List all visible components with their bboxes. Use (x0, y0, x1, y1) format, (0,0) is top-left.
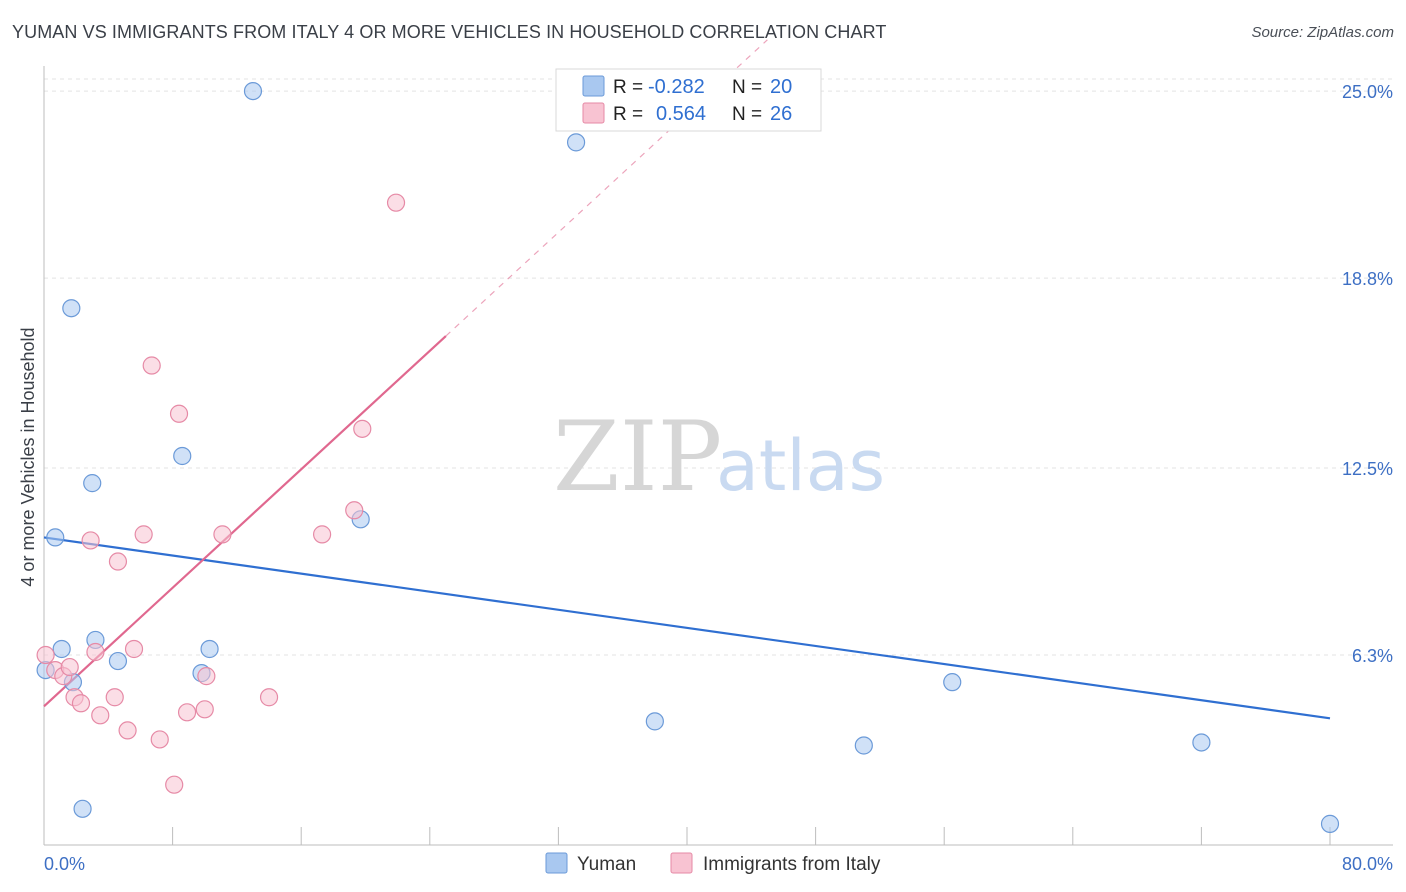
legend-bottom-swatch-italy (670, 852, 693, 874)
source-credit: Source: ZipAtlas.com (1251, 24, 1394, 41)
data-point (213, 525, 232, 544)
data-point (243, 81, 263, 101)
legend-series: Yuman Immigrants from Italy (545, 852, 881, 875)
y-tick-labels: 6.3% 12.5% 18.8% 25.0% (1342, 82, 1393, 666)
data-point (118, 721, 137, 740)
data-point (62, 299, 81, 318)
legend-n-label-italy: N = (732, 104, 762, 125)
data-point (259, 688, 279, 707)
watermark-atlas: atlas (716, 425, 885, 507)
data-point (353, 419, 372, 438)
data-point (142, 356, 161, 375)
y-tick-label: 25.0% (1342, 82, 1393, 102)
data-point (195, 700, 214, 719)
trend-lines (43, 39, 1331, 720)
x-tick-labels: 0.0% 80.0% (44, 854, 1393, 874)
watermark: ZIP atlas (553, 401, 885, 513)
legend-stats: R = -0.282 N = 20 R = 0.564 N = 26 (555, 68, 822, 132)
trend-line-solid (43, 335, 447, 708)
data-point (312, 525, 332, 544)
data-point (108, 552, 128, 571)
legend-bottom-swatch-yuman (545, 852, 568, 874)
data-point (566, 133, 586, 152)
legend-bottom-label-italy: Immigrants from Italy (703, 854, 881, 875)
data-point (36, 645, 55, 665)
data-point (173, 446, 192, 466)
y-tick-label: 6.3% (1352, 646, 1393, 666)
data-point (200, 639, 219, 659)
y-tick-label: 18.8% (1342, 269, 1393, 289)
watermark-zip: ZIP (553, 401, 722, 513)
data-point (943, 673, 962, 692)
x-tick-label-min: 0.0% (44, 854, 85, 874)
data-point (854, 736, 873, 755)
data-point (645, 712, 664, 731)
data-point (150, 730, 169, 749)
chart-title: YUMAN VS IMMIGRANTS FROM ITALY 4 OR MORE… (12, 22, 887, 42)
data-point (71, 694, 91, 713)
data-point (46, 528, 65, 547)
data-point (105, 688, 124, 707)
data-point (134, 525, 153, 544)
y-tick-label: 12.5% (1342, 459, 1393, 479)
legend-r-label-italy: R = (613, 104, 643, 125)
trend-line-solid (43, 536, 1331, 720)
data-point (81, 531, 100, 550)
data-point (52, 639, 71, 659)
data-point (60, 657, 79, 677)
legend-r-value-yuman: -0.282 (648, 76, 705, 98)
legend-n-label-yuman: N = (732, 77, 762, 98)
data-point (197, 667, 216, 686)
data-point (83, 474, 102, 493)
x-tick-label-max: 80.0% (1342, 854, 1393, 874)
data-point (86, 642, 105, 662)
legend-swatch-italy (582, 102, 605, 124)
data-point (1320, 814, 1340, 833)
data-point (177, 703, 197, 722)
data-point (108, 651, 128, 671)
y-axis-title: 4 or more Vehicles in Household (18, 327, 38, 586)
legend-swatch-yuman (582, 75, 605, 97)
axes (43, 66, 1393, 846)
data-point (73, 799, 92, 818)
data-point (165, 775, 184, 794)
data-point (386, 193, 406, 212)
data-point (124, 639, 144, 659)
legend-r-label-yuman: R = (613, 77, 643, 98)
data-point (91, 706, 110, 725)
data-point (345, 501, 364, 520)
legend-r-value-italy: 0.564 (656, 103, 706, 125)
legend-n-value-italy: 26 (770, 103, 792, 125)
data-point (1192, 733, 1211, 752)
legend-bottom-label-yuman: Yuman (577, 854, 636, 875)
data-point (169, 404, 189, 423)
gridlines (44, 78, 1393, 656)
legend-n-value-yuman: 20 (770, 76, 792, 98)
data-points (36, 81, 1340, 833)
